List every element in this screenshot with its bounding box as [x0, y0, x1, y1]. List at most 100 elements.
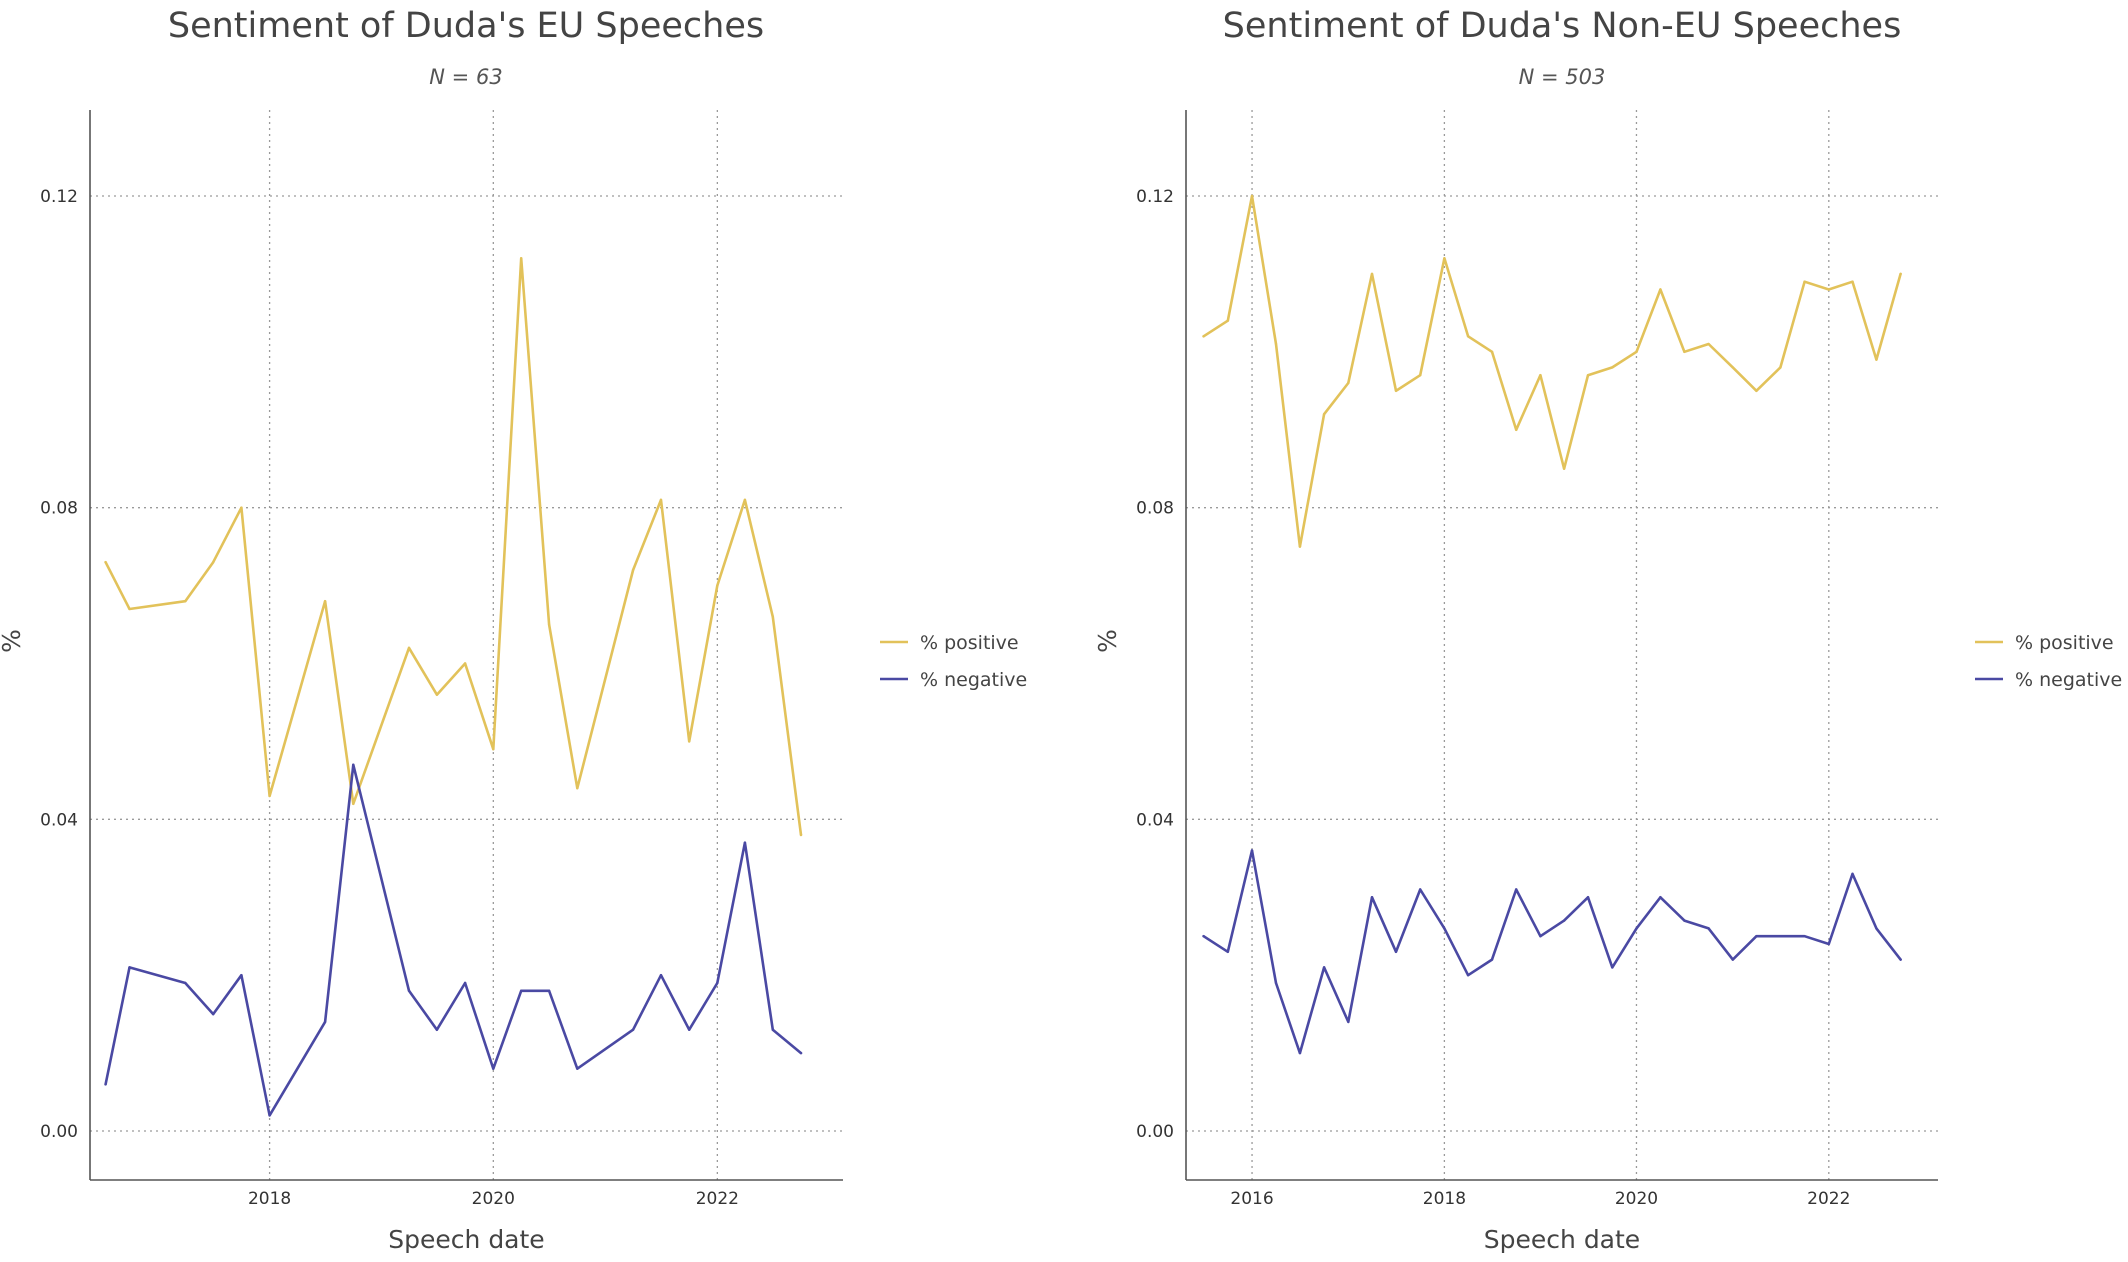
- positive-data-point: [1683, 350, 1686, 354]
- negative-data-point: [1875, 927, 1878, 930]
- y-tick-label: 0.12: [40, 187, 78, 207]
- positive-data-point: [1803, 280, 1806, 283]
- x-tick-label: 2020: [1615, 1189, 1658, 1209]
- positive-data-point: [240, 506, 243, 509]
- x-tick-label: 2022: [1807, 1189, 1850, 1209]
- negative-data-point: [687, 1028, 691, 1031]
- positive-data-point: [104, 561, 107, 564]
- legend-label: % negative: [920, 669, 1027, 691]
- non-eu-speeches-panel: Sentiment of Duda's Non-EU Speeches N = 5…: [1093, 6, 2122, 1254]
- legend: % positive % negative: [1975, 632, 2122, 691]
- chart-title: Sentiment of Duda's Non-EU Speeches: [1223, 6, 1902, 46]
- positive-data-point: [743, 498, 747, 502]
- positive-data-point: [1250, 194, 1254, 198]
- x-tick-label: 2018: [1423, 1189, 1466, 1209]
- positive-series-line: [104, 256, 803, 837]
- negative-data-point: [1827, 942, 1831, 946]
- negative-data-point: [659, 973, 663, 977]
- x-tick-label: 2016: [1230, 1189, 1273, 1209]
- y-tick-label: 0.08: [1136, 499, 1174, 519]
- positive-data-point: [184, 599, 187, 603]
- negative-data-point: [1274, 981, 1278, 985]
- positive-data-point: [1635, 350, 1638, 354]
- positive-data-point: [1490, 350, 1494, 354]
- negative-data-point: [547, 989, 551, 992]
- negative-data-point: [799, 1051, 803, 1055]
- chart-subtitle: N = 63: [429, 65, 502, 89]
- positive-data-point: [1851, 280, 1854, 283]
- positive-data-point: [407, 646, 411, 650]
- negative-data-point: [1466, 973, 1470, 977]
- positive-data-point: [1827, 288, 1831, 291]
- positive-data-point: [1707, 342, 1710, 346]
- positive-data-point: [1466, 335, 1470, 338]
- positive-data-point: [492, 748, 495, 751]
- positive-data-point: [1755, 389, 1758, 392]
- negative-data-point: [716, 981, 719, 985]
- negative-data-point: [1683, 919, 1686, 922]
- chart-subtitle: N = 503: [1519, 65, 1606, 89]
- positive-data-point: [1202, 335, 1205, 338]
- negative-data-point: [463, 981, 467, 985]
- negative-data-point: [1731, 958, 1734, 961]
- y-tick-label: 0.08: [40, 499, 78, 519]
- x-tick-label: 2018: [248, 1189, 291, 1209]
- negative-data-point: [1515, 888, 1518, 891]
- positive-data-point: [1875, 358, 1878, 361]
- positive-data-point: [1370, 272, 1374, 276]
- negative-data-point: [1562, 919, 1566, 922]
- positive-data-point: [771, 615, 775, 618]
- negative-data-point: [1851, 872, 1854, 876]
- positive-data-point: [547, 623, 551, 626]
- positive-data-point: [323, 599, 327, 603]
- negative-data-point: [1298, 1051, 1302, 1055]
- negative-data-point: [1779, 935, 1782, 938]
- y-axis-label: %: [0, 629, 26, 653]
- negative-data-point: [1347, 1020, 1350, 1024]
- negative-series-line: [104, 763, 803, 1117]
- positive-data-point: [1562, 467, 1566, 470]
- negative-data-point: [128, 966, 131, 969]
- negative-data-point: [631, 1028, 635, 1031]
- positive-data-point: [799, 833, 803, 837]
- positive-data-point: [1274, 342, 1278, 346]
- negative-data-point: [407, 989, 411, 992]
- negative-data-point: [1370, 896, 1374, 899]
- legend-label: % positive: [920, 632, 1019, 654]
- positive-data-point: [1899, 272, 1902, 276]
- positive-data-point: [1611, 366, 1614, 369]
- positive-data-point: [128, 607, 131, 611]
- positive-data-point: [716, 584, 719, 587]
- negative-data-point: [743, 841, 747, 844]
- y-tick-label: 0.12: [1136, 187, 1174, 207]
- positive-data-point: [268, 794, 271, 798]
- negative-data-point: [352, 763, 355, 766]
- positive-data-point: [1418, 374, 1422, 377]
- positive-data-point: [687, 740, 691, 743]
- y-tick-label: 0.04: [1136, 810, 1174, 830]
- negative-data-point: [1803, 935, 1806, 938]
- negative-data-point: [1755, 935, 1758, 938]
- positive-data-point: [1659, 288, 1662, 291]
- positive-data-point: [1779, 366, 1782, 369]
- negative-data-point: [1586, 896, 1590, 899]
- positive-data-point: [1731, 366, 1734, 369]
- negative-data-point: [1659, 896, 1662, 899]
- x-axis-label: Speech date: [1484, 1225, 1640, 1254]
- negative-data-point: [1226, 950, 1230, 953]
- positive-data-point: [1586, 374, 1590, 377]
- positive-data-point: [1515, 428, 1518, 431]
- negative-series-line: [1202, 849, 1902, 1055]
- negative-data-point: [1250, 849, 1254, 852]
- negative-data-point: [492, 1067, 495, 1070]
- negative-data-point: [240, 973, 243, 977]
- negative-data-point: [1611, 966, 1614, 969]
- y-tick-label: 0.00: [40, 1122, 78, 1142]
- y-tick-label: 0.04: [40, 810, 78, 830]
- negative-data-point: [576, 1067, 579, 1070]
- negative-data-point: [104, 1083, 107, 1086]
- positive-data-point: [1539, 374, 1542, 377]
- negative-data-point: [1443, 927, 1446, 930]
- negative-data-point: [1202, 935, 1205, 938]
